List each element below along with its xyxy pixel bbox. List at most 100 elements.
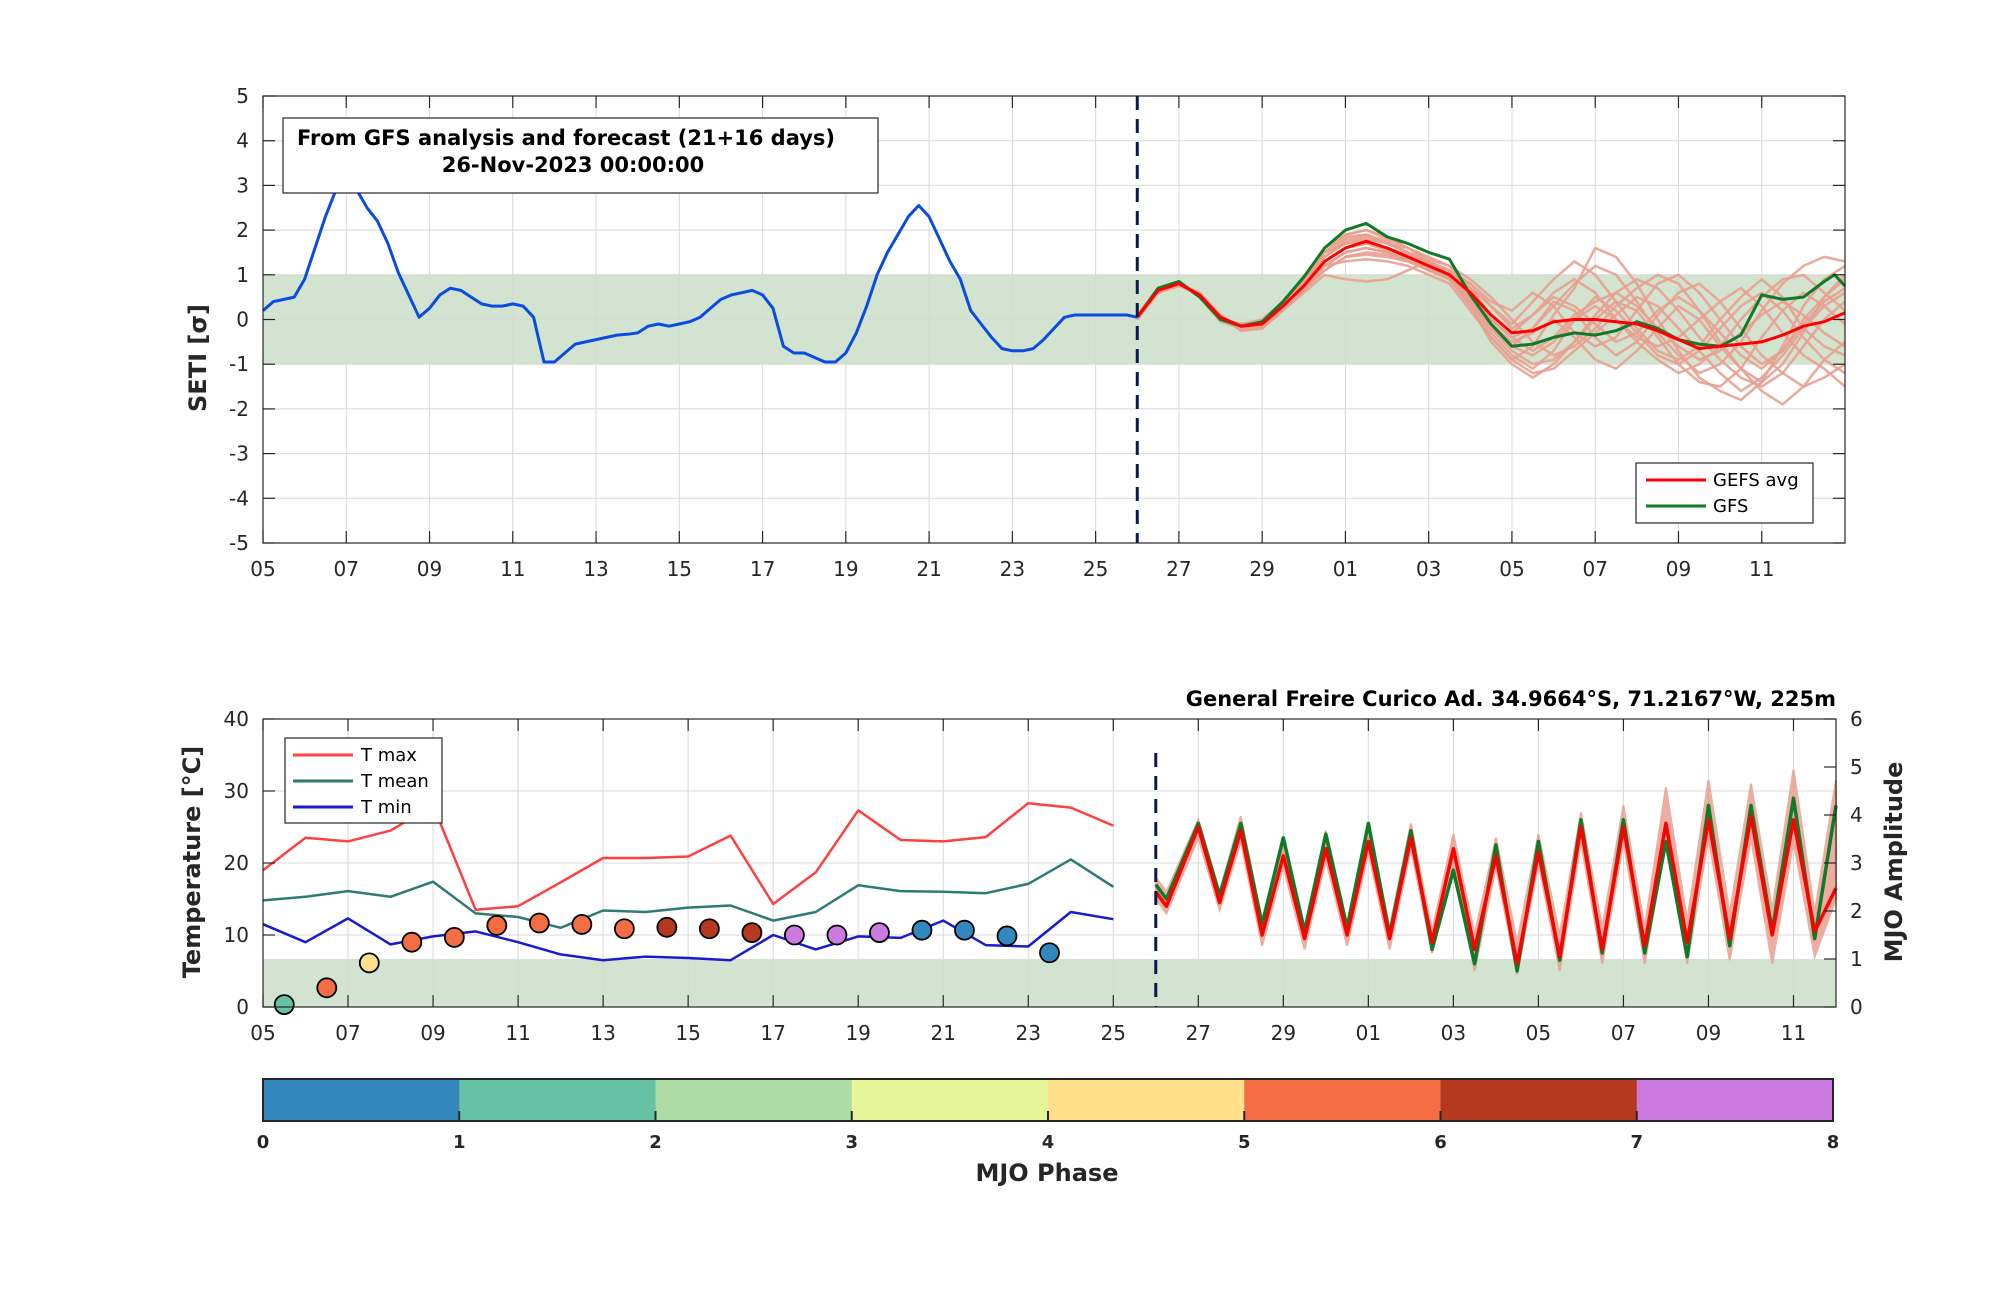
seti-series: [262, 175, 1847, 364]
seti-ytick-label: -1: [229, 352, 249, 376]
mjo-point: [528, 912, 550, 934]
colorbar-cell: [1048, 1079, 1245, 1121]
seti-xtick-label: 01: [1333, 557, 1358, 581]
temp-xtick-label: 03: [1441, 1021, 1466, 1045]
mjo-point: [316, 977, 338, 999]
seti-y-ticks: 5 4 3 2 1 0 -1 -2 -3 -4 -5: [229, 84, 1845, 555]
colorbar-tick-label: 2: [649, 1132, 662, 1153]
colorbar-tick-label: 7: [1630, 1132, 1643, 1153]
seti-ytick-label: 4: [236, 129, 249, 153]
gefs-avg-line: [1136, 239, 1846, 351]
seti-xtick-label: 11: [1749, 557, 1774, 581]
seti-xtick-label: 07: [334, 557, 359, 581]
temp-xtick-label: 21: [930, 1021, 955, 1045]
colorbar-tick-label: 4: [1042, 1132, 1055, 1153]
info-box: From GFS analysis and forecast (21+16 da…: [282, 117, 879, 194]
colorbar-label: MJO Phase: [975, 1159, 1118, 1187]
temp-xtick-label: 23: [1016, 1021, 1041, 1045]
mjo-point: [911, 919, 933, 941]
mjo-ytick-label: 5: [1850, 755, 1863, 779]
colorbar-cells: [263, 1079, 1834, 1121]
temp-xtick-label: 29: [1271, 1021, 1296, 1045]
colorbar-tick-label: 1: [453, 1132, 466, 1153]
seti-ytick-label: 1: [236, 263, 249, 287]
seti-xtick-label: 05: [250, 557, 275, 581]
temperature-x-ticks: 05 07 09 11 13 15 17 19 21 23 25 27 29 01 03 05 07 09 11: [250, 719, 1806, 1045]
mjo-band-rect: [263, 959, 1836, 1007]
mjo-ytick-label: 0: [1850, 995, 1863, 1019]
seti-xtick-label: 05: [1499, 557, 1524, 581]
seti-ytick-label: 2: [236, 218, 249, 242]
temp-ytick-label: 20: [224, 851, 249, 875]
mjo-amplitude-ticks: 6 5 4 3 2 1 0: [1824, 707, 1863, 1019]
temp-xtick-label: 15: [675, 1021, 700, 1045]
temp-xtick-label: 09: [1696, 1021, 1721, 1045]
mjo-point: [273, 994, 295, 1015]
seti-xtick-label: 07: [1582, 557, 1607, 581]
info-box-line2: 26-Nov-2023 00:00:00: [442, 153, 705, 177]
mjo-phase-colorbar: 0 1 2 3 4 5 6 7 8 MJO Phase: [257, 1078, 1840, 1187]
mjo-point: [401, 931, 423, 953]
colorbar-cell: [1636, 1079, 1834, 1121]
mjo-amplitude-axis-label: MJO Amplitude: [1880, 762, 1908, 963]
fc-max-avg-line: [1154, 814, 1838, 966]
mjo-point: [486, 915, 508, 936]
temp-ytick-label: 10: [224, 923, 249, 947]
seti-ytick-label: 3: [236, 173, 249, 197]
info-box-line1: From GFS analysis and forecast (21+16 da…: [297, 126, 835, 150]
temperature-y-ticks: 40 30 20 10 0: [224, 707, 275, 1019]
legend-gfs-label: GFS: [1713, 496, 1748, 517]
mjo-ytick-label: 1: [1850, 947, 1863, 971]
mjo-point: [443, 927, 465, 948]
mjo-point: [571, 914, 593, 935]
seti-xtick-label: 23: [1000, 557, 1025, 581]
colorbar-tick-label: 3: [845, 1132, 858, 1153]
mjo-point: [869, 922, 890, 943]
seti-xtick-label: 15: [667, 557, 692, 581]
seti-ytick-label: -2: [229, 397, 249, 421]
seti-xtick-label: 19: [833, 557, 858, 581]
temp-ytick-label: 30: [224, 779, 249, 803]
temp-xtick-label: 09: [420, 1021, 445, 1045]
seti-xtick-label: 03: [1416, 557, 1441, 581]
temperature-legend: T max T mean T min: [284, 737, 443, 824]
temp-xtick-label: 05: [250, 1021, 275, 1045]
seti-legend: GEFS avg GFS: [1635, 462, 1814, 524]
mjo-ytick-label: 4: [1850, 803, 1863, 827]
temp-xtick-label: 11: [505, 1021, 530, 1045]
temp-xtick-label: 25: [1101, 1021, 1126, 1045]
temperature-y-axis-label: Temperature [°C]: [178, 746, 206, 979]
gfs-line: [1136, 221, 1847, 348]
temp-xtick-label: 07: [335, 1021, 360, 1045]
station-title: General Freire Curico Ad. 34.9664°S, 71.…: [1186, 687, 1836, 711]
temp-ytick-label: 40: [224, 707, 249, 731]
mjo-point: [784, 924, 805, 946]
mjo-ytick-label: 2: [1850, 899, 1863, 923]
gefs-member-line: [1136, 251, 1846, 393]
seti-xtick-label: 21: [916, 557, 941, 581]
temp-xtick-label: 17: [760, 1021, 785, 1045]
seti-xtick-label: 17: [750, 557, 775, 581]
seti-xtick-label: 11: [500, 557, 525, 581]
legend-tmax-label: T max: [360, 745, 417, 766]
mjo-point: [741, 922, 763, 943]
colorbar-tick-label: 8: [1827, 1132, 1840, 1153]
colorbar-cell: [655, 1079, 853, 1121]
seti-ytick-label: -5: [229, 531, 249, 555]
colorbar-cell: [1244, 1079, 1441, 1121]
colorbar-cell: [263, 1079, 460, 1121]
seti-ytick-label: -3: [229, 442, 249, 466]
temp-xtick-label: 13: [590, 1021, 615, 1045]
seti-x-ticks: 05 07 09 11 13 15 17 19 21 23 25 27 29 01 03 05 07 09 11: [250, 96, 1774, 581]
temp-xtick-label: 01: [1356, 1021, 1381, 1045]
mjo-points: [273, 912, 1060, 1015]
colorbar-tick-label: 0: [257, 1132, 270, 1153]
mjo-point: [698, 918, 720, 940]
temp-xtick-label: 11: [1781, 1021, 1806, 1045]
mjo-ytick-label: 6: [1850, 707, 1863, 731]
mjo-point: [826, 924, 848, 946]
temp-xtick-label: 19: [845, 1021, 870, 1045]
seti-ytick-label: 0: [236, 308, 249, 332]
